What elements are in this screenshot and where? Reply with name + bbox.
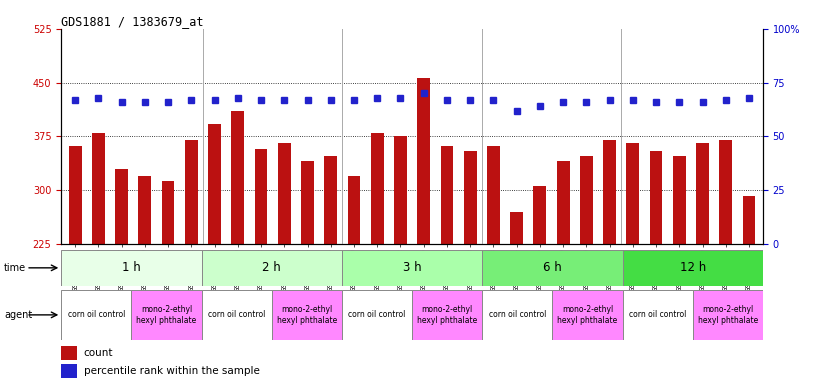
Bar [272, 290, 342, 340]
Bar [603, 140, 616, 384]
Text: GDS1881 / 1383679_at: GDS1881 / 1383679_at [61, 15, 204, 28]
Text: corn oil control: corn oil control [68, 310, 125, 319]
Bar [580, 156, 592, 384]
Text: corn oil control: corn oil control [489, 310, 546, 319]
Bar [342, 290, 412, 340]
Bar [185, 140, 197, 384]
Bar [92, 133, 104, 384]
Text: 3 h: 3 h [403, 262, 421, 274]
Bar [255, 149, 268, 384]
Bar [278, 144, 290, 384]
Bar [301, 161, 314, 384]
Text: count: count [84, 348, 113, 358]
Bar [417, 78, 430, 384]
Bar [115, 169, 128, 384]
Text: mono-2-ethyl
hexyl phthalate: mono-2-ethyl hexyl phthalate [277, 305, 337, 324]
Text: mono-2-ethyl
hexyl phthalate: mono-2-ethyl hexyl phthalate [698, 305, 758, 324]
Text: 1 h: 1 h [122, 262, 140, 274]
Bar [623, 290, 693, 340]
Text: corn oil control: corn oil control [629, 310, 686, 319]
Bar [534, 187, 546, 384]
Bar [673, 156, 685, 384]
Bar [557, 161, 570, 384]
Bar [202, 250, 342, 286]
Bar [510, 212, 523, 384]
Bar [693, 290, 763, 340]
Bar [139, 176, 151, 384]
Text: mono-2-ethyl
hexyl phthalate: mono-2-ethyl hexyl phthalate [136, 305, 197, 324]
Text: corn oil control: corn oil control [208, 310, 265, 319]
Text: 2 h: 2 h [263, 262, 281, 274]
Bar [232, 111, 244, 384]
Bar [208, 124, 221, 384]
Bar [69, 146, 82, 384]
Bar [131, 290, 202, 340]
Bar [370, 133, 384, 384]
Bar [463, 151, 477, 384]
Bar [627, 144, 639, 384]
Text: time: time [4, 263, 26, 273]
Bar [61, 346, 77, 360]
Text: corn oil control: corn oil control [348, 310, 406, 319]
Text: 12 h: 12 h [680, 262, 706, 274]
Bar [743, 196, 756, 384]
Text: percentile rank within the sample: percentile rank within the sample [84, 366, 259, 376]
Bar [348, 176, 361, 384]
Bar [324, 156, 337, 384]
Bar [487, 146, 499, 384]
Bar [623, 250, 763, 286]
Bar [61, 290, 131, 340]
Bar [202, 290, 272, 340]
Bar [162, 182, 175, 384]
Bar [696, 144, 709, 384]
Text: 6 h: 6 h [543, 262, 561, 274]
Bar [342, 250, 482, 286]
Bar [441, 146, 454, 384]
Bar [412, 290, 482, 340]
Bar [61, 250, 202, 286]
Bar [552, 290, 623, 340]
Text: mono-2-ethyl
hexyl phthalate: mono-2-ethyl hexyl phthalate [557, 305, 618, 324]
Bar [482, 250, 623, 286]
Bar [650, 151, 663, 384]
Text: mono-2-ethyl
hexyl phthalate: mono-2-ethyl hexyl phthalate [417, 305, 477, 324]
Bar [482, 290, 552, 340]
Bar [61, 364, 77, 378]
Text: agent: agent [4, 310, 33, 320]
Bar [720, 140, 732, 384]
Bar [394, 136, 407, 384]
